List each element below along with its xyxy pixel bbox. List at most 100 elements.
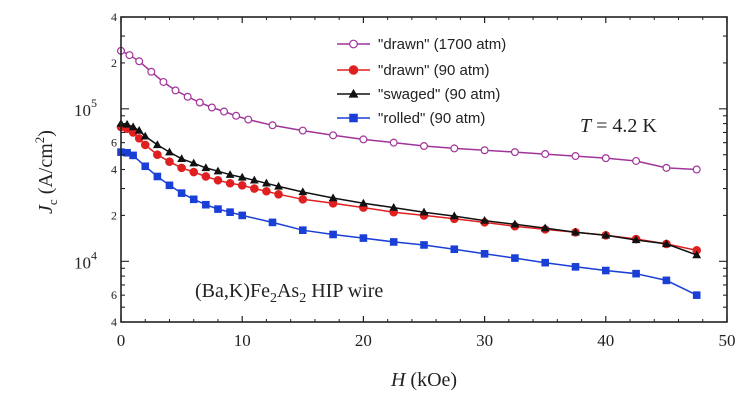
legend: "drawn" (1700 atm) "drawn" (90 atm) "swage…	[337, 36, 506, 127]
data-point	[601, 230, 611, 239]
data-point	[244, 115, 253, 124]
data-point	[225, 170, 235, 178]
data-point	[189, 195, 198, 204]
data-point	[249, 175, 259, 184]
data-point	[419, 207, 429, 216]
series-drawn-90-atm	[116, 122, 702, 255]
data-point	[237, 172, 247, 181]
legend-label: "drawn" (1700 atm)	[378, 36, 506, 53]
y-minor-tick-label: 4	[111, 315, 117, 329]
data-point	[349, 113, 358, 123]
data-point	[450, 144, 459, 153]
data-point	[189, 158, 199, 167]
x-tick-label: 10	[234, 331, 251, 350]
data-point	[541, 150, 550, 159]
y-axis-title: Jc (A/cm2)	[32, 130, 60, 214]
series-line	[120, 126, 697, 252]
data-point	[349, 39, 358, 49]
data-point	[195, 98, 204, 107]
y-minor-tick-label: 2	[111, 208, 117, 222]
y-minor-tick-label: 4	[111, 10, 117, 24]
y-tick-label: 105	[74, 96, 97, 120]
data-point	[129, 151, 137, 160]
data-point	[298, 126, 307, 135]
data-point	[359, 234, 368, 242]
data-point	[389, 238, 398, 246]
legend-label: "swaged" (90 atm)	[378, 86, 500, 103]
data-point	[348, 88, 359, 98]
data-point	[152, 140, 162, 149]
data-point	[232, 111, 241, 120]
data-point	[268, 121, 277, 130]
data-point	[662, 276, 671, 285]
data-point	[420, 142, 429, 151]
data-point	[214, 205, 222, 213]
data-point	[348, 65, 359, 75]
data-point	[540, 223, 550, 232]
data-point	[274, 190, 283, 199]
data-point	[510, 219, 520, 228]
x-tick-label: 20	[355, 331, 372, 350]
data-point	[662, 239, 671, 248]
data-point	[225, 178, 235, 188]
data-point	[220, 107, 229, 116]
y-minor-tick-label: 6	[111, 136, 117, 150]
data-point	[662, 163, 671, 172]
data-point	[262, 178, 271, 187]
data-point	[510, 148, 519, 157]
data-point	[389, 203, 399, 211]
data-point	[123, 148, 131, 157]
x-axis-title: H (kOe)	[390, 369, 457, 391]
data-point	[125, 51, 134, 60]
data-point	[298, 195, 308, 204]
data-point	[159, 77, 168, 86]
temperature-annotation: T = 4.2 K	[580, 115, 657, 137]
data-point	[571, 227, 580, 236]
data-point	[147, 67, 156, 76]
data-point	[250, 184, 259, 193]
data-point	[692, 291, 701, 299]
data-point	[571, 152, 580, 161]
y-minor-tick-label: 2	[111, 56, 117, 70]
data-point	[201, 172, 211, 181]
series-swaged-90-atm	[116, 118, 702, 259]
data-point	[165, 181, 174, 190]
data-point	[165, 147, 174, 156]
data-point	[601, 154, 610, 163]
series-drawn-1700-atm	[116, 46, 701, 174]
x-tick-label: 40	[597, 331, 614, 350]
data-point	[165, 157, 174, 166]
data-point	[268, 218, 277, 227]
data-point	[480, 250, 489, 258]
data-point	[632, 269, 640, 278]
data-point	[359, 135, 368, 144]
data-point	[202, 200, 210, 209]
data-point	[238, 211, 246, 220]
series-line	[120, 122, 697, 256]
data-point	[389, 138, 398, 147]
data-point	[177, 189, 186, 197]
data-point	[141, 162, 150, 171]
data-point	[602, 266, 610, 275]
data-point	[135, 57, 144, 66]
data-point	[262, 186, 271, 196]
data-point	[177, 163, 186, 173]
data-point	[541, 258, 549, 267]
series-rolled-90-atm	[117, 148, 701, 299]
data-point	[237, 181, 247, 190]
data-point	[183, 92, 192, 101]
y-minor-tick-label: 6	[111, 288, 117, 302]
data-point	[207, 103, 216, 112]
data-point	[480, 146, 489, 155]
data-point	[213, 175, 223, 185]
data-point	[359, 198, 368, 207]
data-point	[480, 215, 489, 224]
legend-label: "rolled" (90 atm)	[378, 110, 485, 127]
data-point	[298, 187, 308, 196]
data-point	[177, 154, 186, 163]
data-point	[128, 122, 138, 131]
data-point	[171, 86, 180, 95]
data-point	[140, 140, 150, 150]
legend-label: "drawn" (90 atm)	[378, 62, 490, 79]
